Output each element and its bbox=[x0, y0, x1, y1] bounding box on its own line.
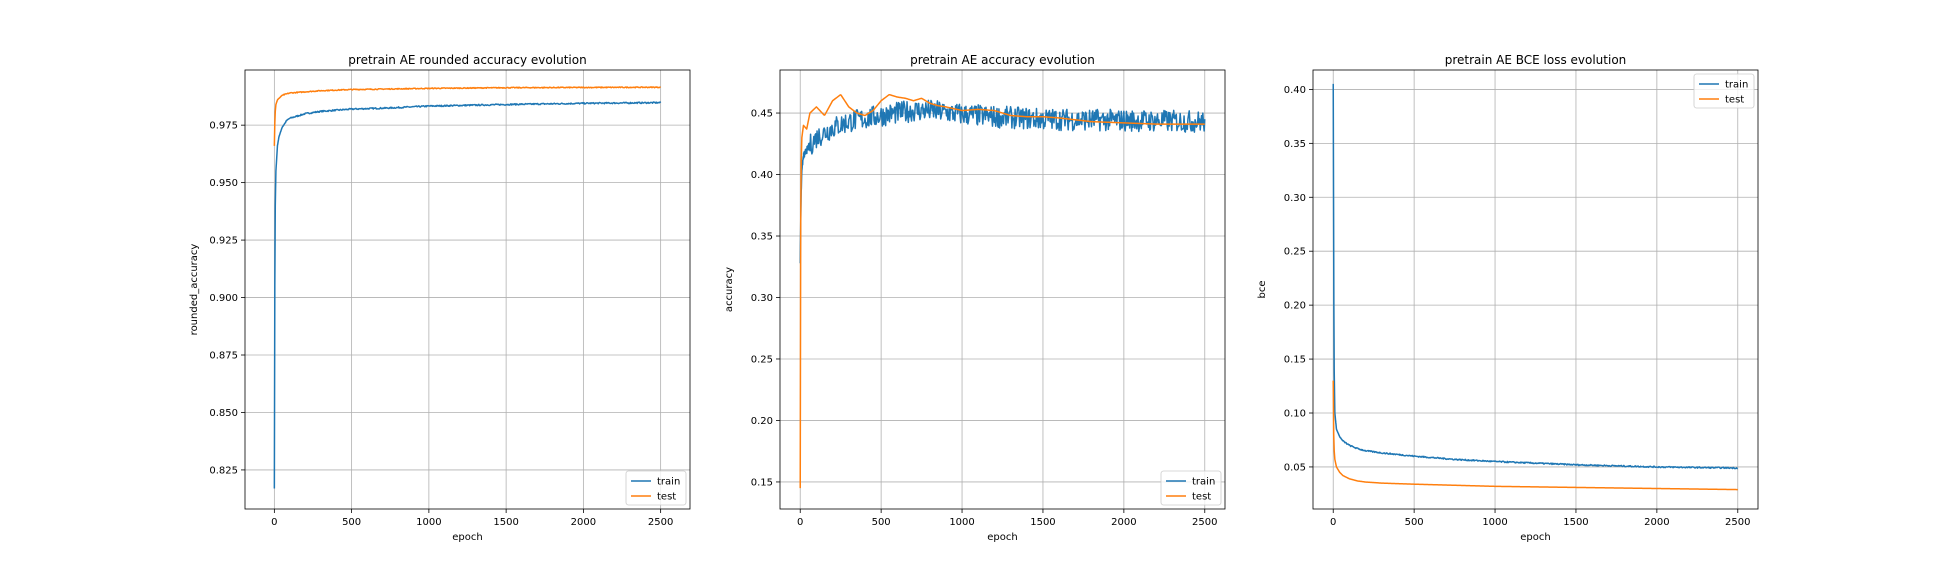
x-tick-label: 1000 bbox=[416, 517, 441, 528]
chart-panel-2: 0 500 1000 1500 2000 2500 0.05 0.10 0.15 0.20 0.25… bbox=[1257, 53, 1759, 543]
series-line-test bbox=[799, 93, 1205, 489]
series-line-train bbox=[273, 101, 662, 489]
y-tick-label: 0.825 bbox=[209, 465, 238, 476]
series-line-train bbox=[799, 99, 1206, 264]
legend-label-train: train bbox=[657, 477, 680, 488]
chart-panel-0: 0 500 1000 1500 2000 2500 0.825 0.850 0.875 0.900… bbox=[189, 53, 691, 543]
plot-frame bbox=[779, 69, 1226, 510]
x-axis-label: epoch bbox=[1520, 532, 1550, 543]
y-tick-label: 0.35 bbox=[1284, 139, 1306, 150]
y-tick-label: 0.25 bbox=[1284, 247, 1306, 258]
y-tick-label: 0.05 bbox=[1284, 462, 1306, 473]
y-tick-label: 0.15 bbox=[1284, 355, 1306, 366]
x-tick-label: 2500 bbox=[1192, 517, 1217, 528]
legend-label-train: train bbox=[1725, 80, 1748, 91]
y-tick-label: 0.40 bbox=[751, 170, 773, 181]
x-tick-label: 1000 bbox=[949, 517, 974, 528]
series-line-train bbox=[1332, 83, 1738, 470]
y-tick-label: 0.20 bbox=[751, 416, 773, 427]
x-tick-label: 1000 bbox=[1482, 517, 1507, 528]
x-tick-label: 0 bbox=[797, 517, 803, 528]
x-tick-label: 0 bbox=[1330, 517, 1336, 528]
y-axis-label: bce bbox=[1257, 281, 1268, 299]
legend: train test bbox=[1693, 73, 1755, 109]
legend-label-test: test bbox=[1725, 95, 1744, 106]
x-tick-label: 500 bbox=[1405, 517, 1424, 528]
x-tick-label: 2500 bbox=[1725, 517, 1750, 528]
y-axis-label: rounded_accuracy bbox=[189, 244, 200, 336]
y-tick-label: 0.20 bbox=[1284, 301, 1306, 312]
y-tick-label: 0.30 bbox=[751, 293, 773, 304]
y-tick-label: 0.35 bbox=[751, 232, 773, 243]
x-tick-label: 2500 bbox=[648, 517, 673, 528]
legend: train test bbox=[625, 470, 687, 506]
plot-frame bbox=[244, 69, 691, 510]
y-tick-label: 0.10 bbox=[1284, 409, 1306, 420]
x-tick-label: 500 bbox=[342, 517, 361, 528]
chart-title: pretrain AE accuracy evolution bbox=[910, 53, 1095, 67]
legend-label-test: test bbox=[1192, 492, 1211, 503]
x-tick-label: 1500 bbox=[1563, 517, 1588, 528]
legend-label-train: train bbox=[1192, 477, 1215, 488]
series-line-test bbox=[273, 86, 661, 146]
x-tick-label: 500 bbox=[872, 517, 891, 528]
x-tick-label: 0 bbox=[271, 517, 277, 528]
chart-title: pretrain AE rounded accuracy evolution bbox=[348, 53, 586, 67]
y-tick-label: 0.875 bbox=[209, 351, 238, 362]
y-tick-label: 0.950 bbox=[209, 178, 238, 189]
series-line-test bbox=[1332, 380, 1738, 491]
y-tick-label: 0.45 bbox=[751, 109, 773, 120]
y-tick-label: 0.975 bbox=[209, 121, 238, 132]
y-tick-label: 0.900 bbox=[209, 293, 238, 304]
x-tick-label: 2000 bbox=[571, 517, 596, 528]
x-tick-label: 1500 bbox=[1030, 517, 1055, 528]
y-tick-label: 0.925 bbox=[209, 236, 238, 247]
chart-title: pretrain AE BCE loss evolution bbox=[1445, 53, 1627, 67]
plot-frame bbox=[1312, 69, 1759, 510]
y-tick-label: 0.850 bbox=[209, 408, 238, 419]
legend: train test bbox=[1160, 470, 1222, 506]
chart-panel-1: 0 500 1000 1500 2000 2500 0.15 0.20 0.25 0.30 0.35… bbox=[724, 53, 1226, 543]
x-axis-label: epoch bbox=[987, 532, 1017, 543]
x-tick-label: 1500 bbox=[493, 517, 518, 528]
x-tick-label: 2000 bbox=[1111, 517, 1136, 528]
y-tick-label: 0.25 bbox=[751, 354, 773, 365]
x-axis-label: epoch bbox=[452, 532, 482, 543]
y-tick-label: 0.15 bbox=[751, 477, 773, 488]
y-tick-label: 0.30 bbox=[1284, 193, 1306, 204]
y-axis-label: accuracy bbox=[724, 267, 735, 312]
legend-label-test: test bbox=[657, 492, 676, 503]
x-tick-label: 2000 bbox=[1644, 517, 1669, 528]
y-tick-label: 0.40 bbox=[1284, 85, 1306, 96]
